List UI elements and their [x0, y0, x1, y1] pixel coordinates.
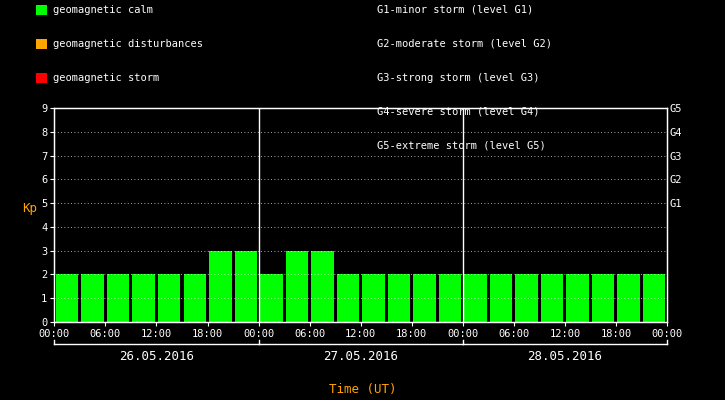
Text: Time (UT): Time (UT): [328, 383, 397, 396]
Bar: [515, 274, 538, 322]
Text: 28.05.2016: 28.05.2016: [527, 350, 602, 363]
Bar: [235, 251, 257, 322]
Text: G4-severe storm (level G4): G4-severe storm (level G4): [377, 107, 539, 117]
Bar: [464, 274, 486, 322]
Bar: [183, 274, 206, 322]
Bar: [388, 274, 410, 322]
Bar: [81, 274, 104, 322]
Text: 27.05.2016: 27.05.2016: [323, 350, 398, 363]
Bar: [133, 274, 155, 322]
Bar: [56, 274, 78, 322]
Bar: [311, 251, 334, 322]
Bar: [643, 274, 666, 322]
Text: geomagnetic disturbances: geomagnetic disturbances: [53, 39, 203, 49]
Bar: [336, 274, 359, 322]
Bar: [286, 251, 308, 322]
Bar: [209, 251, 231, 322]
Bar: [618, 274, 640, 322]
Bar: [362, 274, 385, 322]
Bar: [566, 274, 589, 322]
Bar: [158, 274, 181, 322]
Bar: [490, 274, 513, 322]
Bar: [260, 274, 283, 322]
Y-axis label: Kp: Kp: [22, 202, 38, 215]
Bar: [439, 274, 461, 322]
Text: G1-minor storm (level G1): G1-minor storm (level G1): [377, 5, 534, 15]
Text: G5-extreme storm (level G5): G5-extreme storm (level G5): [377, 141, 546, 151]
Bar: [107, 274, 130, 322]
Text: G2-moderate storm (level G2): G2-moderate storm (level G2): [377, 39, 552, 49]
Bar: [413, 274, 436, 322]
Text: 26.05.2016: 26.05.2016: [119, 350, 194, 363]
Text: geomagnetic storm: geomagnetic storm: [53, 73, 160, 83]
Text: geomagnetic calm: geomagnetic calm: [53, 5, 153, 15]
Text: G3-strong storm (level G3): G3-strong storm (level G3): [377, 73, 539, 83]
Bar: [592, 274, 614, 322]
Bar: [541, 274, 563, 322]
